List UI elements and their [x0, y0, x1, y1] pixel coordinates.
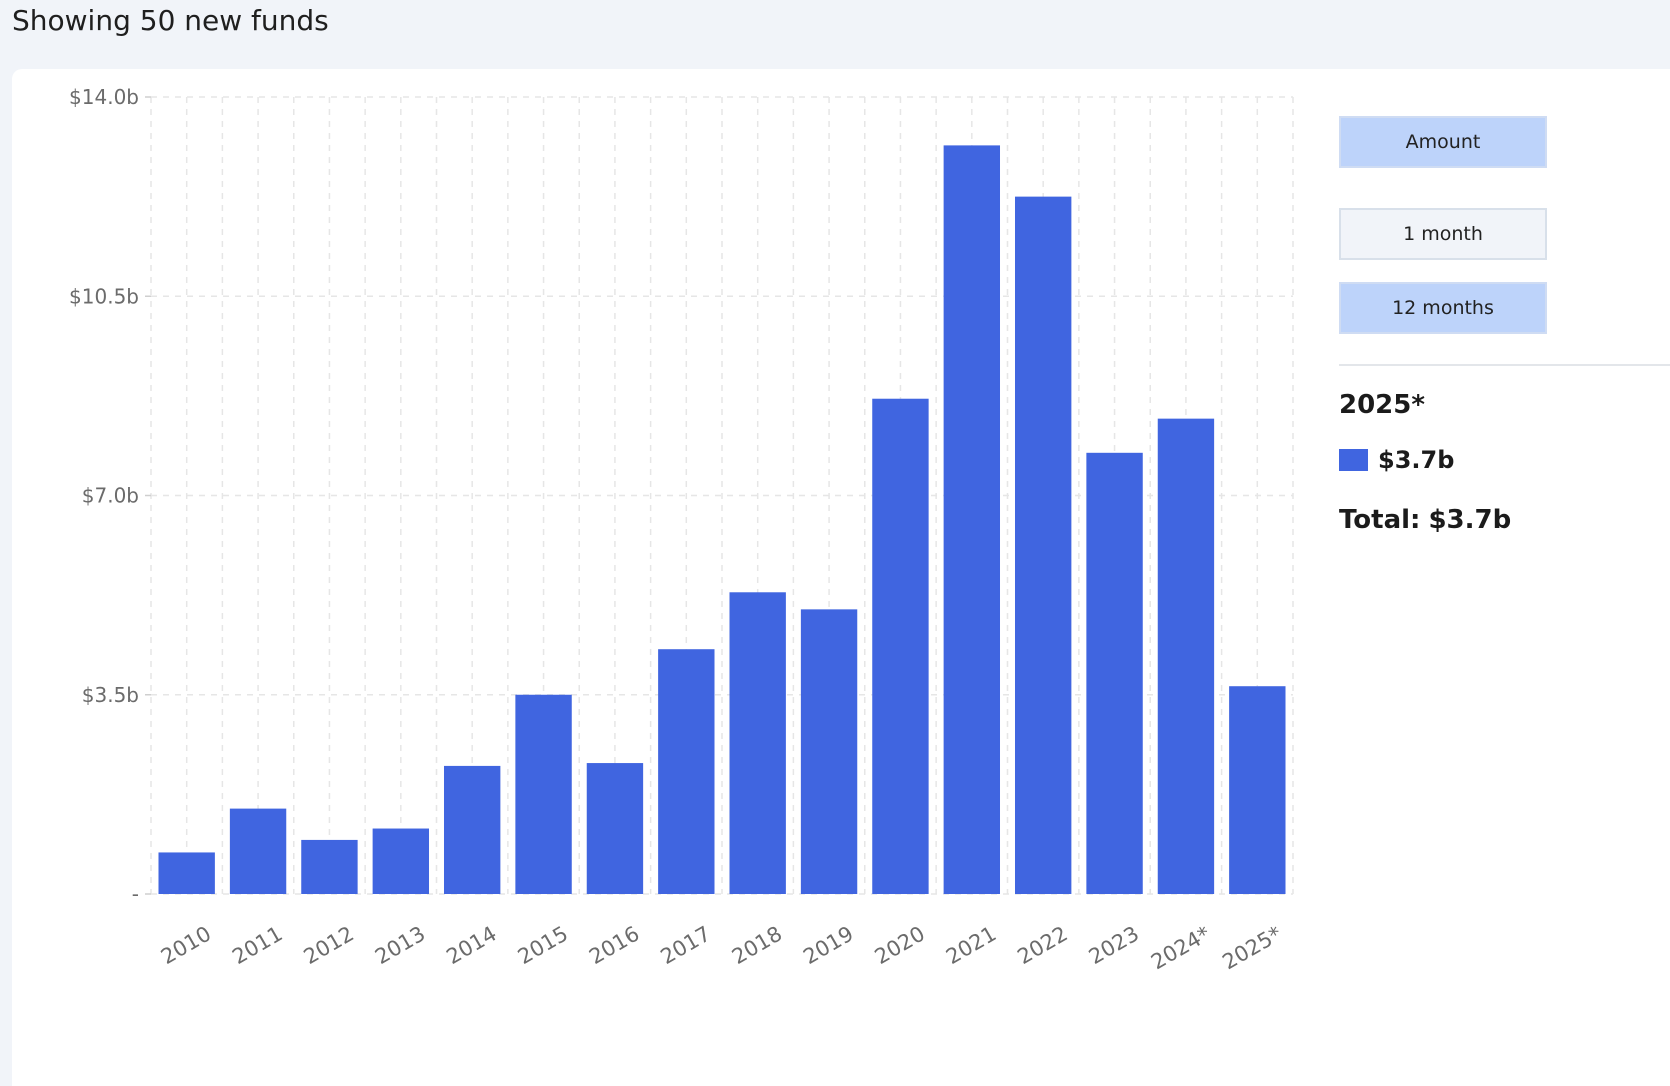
- x-tick-label: 2021: [942, 922, 1000, 970]
- x-tick-label: 2010: [157, 922, 215, 970]
- bar-2010: [158, 852, 215, 894]
- legend-swatch: [1339, 449, 1368, 471]
- detail-series: $3.7b: [1339, 446, 1454, 474]
- x-tick-label: 2011: [228, 922, 286, 970]
- one-month-button[interactable]: 1 month: [1339, 208, 1547, 260]
- x-tick-label: 2025*: [1218, 922, 1285, 975]
- x-tick-label: 2013: [371, 922, 429, 970]
- sidebar-divider: [1339, 364, 1670, 366]
- bar-chart: - $3.5b $7.0b $10.5b $14.0b 2010 2011 2012 2013…: [69, 85, 1294, 975]
- bar-2021: [943, 145, 1001, 894]
- x-tick-label: 2024*: [1147, 922, 1214, 975]
- x-tick-label: 2022: [1013, 922, 1071, 970]
- bar-2011: [229, 808, 287, 894]
- y-tick-label: -: [132, 882, 139, 906]
- y-tick-label: $10.5b: [69, 284, 139, 308]
- x-tick-label: 2014: [442, 922, 500, 970]
- detail-year: 2025*: [1339, 390, 1425, 420]
- amount-button[interactable]: Amount: [1339, 116, 1547, 168]
- x-tick-label: 2018: [728, 922, 786, 970]
- bar-2022: [1014, 196, 1072, 894]
- bar-2025-estimate: [1229, 686, 1286, 894]
- x-tick-label: 2017: [657, 922, 715, 970]
- y-axis: - $3.5b $7.0b $10.5b $14.0b: [69, 85, 151, 906]
- x-tick-label: 2019: [799, 922, 857, 970]
- x-tick-label: 2023: [1085, 922, 1143, 970]
- y-tick-label: $3.5b: [82, 683, 139, 707]
- y-tick-label: $7.0b: [82, 484, 139, 508]
- bar-layer: [158, 145, 1286, 894]
- bar-2015: [515, 694, 572, 894]
- bar-2024-estimate: [1157, 418, 1215, 894]
- x-tick-label: 2016: [585, 922, 643, 970]
- bar-2016: [586, 763, 644, 894]
- x-axis: 2010 2011 2012 2013 2014 2015 2016 2017 2018 2019…: [157, 922, 1286, 975]
- detail-series-value: $3.7b: [1378, 446, 1455, 474]
- x-tick-label: 2012: [300, 922, 358, 970]
- bar-2012: [301, 839, 358, 894]
- y-tick-label: $14.0b: [69, 85, 139, 109]
- bar-2018: [729, 592, 786, 894]
- detail-total: Total: $3.7b: [1339, 505, 1511, 535]
- bar-2014: [443, 765, 501, 894]
- bar-2017: [658, 649, 715, 894]
- total-label: Total:: [1339, 505, 1421, 535]
- bar-2023: [1086, 452, 1143, 894]
- total-value: $3.7b: [1428, 505, 1512, 535]
- x-tick-label: 2015: [514, 922, 572, 970]
- bar-2019: [800, 609, 858, 894]
- bar-2020: [872, 398, 929, 894]
- bar-2013: [372, 828, 430, 894]
- page-title: Showing 50 new funds: [12, 4, 329, 37]
- x-tick-label: 2020: [871, 922, 929, 970]
- twelve-months-button[interactable]: 12 months: [1339, 282, 1547, 334]
